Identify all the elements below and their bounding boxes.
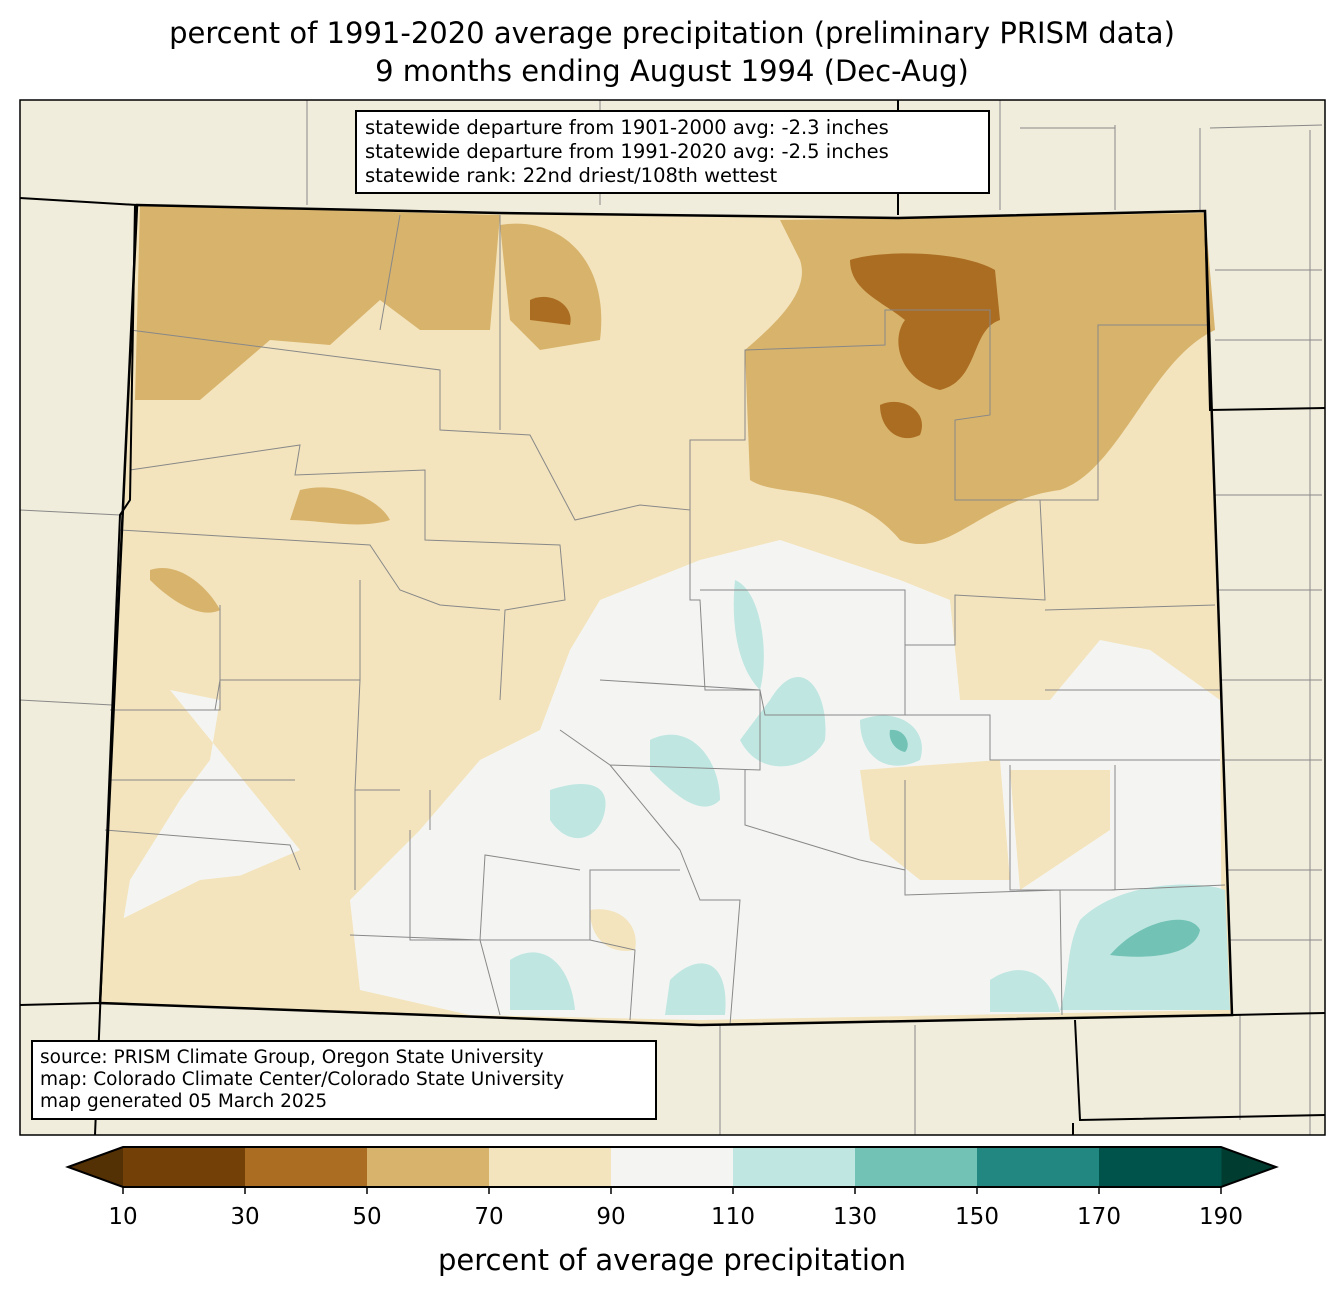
colorbar-segment <box>855 1147 978 1187</box>
colorbar-tick-label: 130 <box>833 1204 877 1230</box>
colorbar-segment <box>1099 1147 1222 1187</box>
region-110-130-spot2 <box>740 677 826 767</box>
credit-map: map: Colorado Climate Center/Colorado St… <box>40 1069 565 1090</box>
credit-source: source: PRISM Climate Group, Oregon Stat… <box>40 1047 544 1068</box>
colorbar-tick-label: 110 <box>711 1204 755 1230</box>
statewide-stats-box: statewide departure from 1901-2000 avg: … <box>355 110 990 194</box>
colorbar-tick-label: 190 <box>1199 1204 1243 1230</box>
region-110-130-spot4 <box>650 734 720 807</box>
credits-box: source: PRISM Climate Group, Oregon Stat… <box>31 1040 657 1120</box>
colorbar-segment <box>367 1147 490 1187</box>
region-110-130-spot5 <box>550 784 606 839</box>
region-50-70-spot2 <box>150 568 220 613</box>
colorbar <box>65 1146 1279 1194</box>
region-30-50-spot <box>880 401 922 439</box>
title-line-1: percent of 1991-2020 average precipitati… <box>169 16 1175 50</box>
region-110-130-spot7 <box>665 963 726 1015</box>
title-line-2: 9 months ending August 1994 (Dec-Aug) <box>375 54 969 88</box>
colorbar-segment <box>123 1147 246 1187</box>
stat-rank: statewide rank: 22nd driest/108th wettes… <box>365 164 778 187</box>
colorbar-tick-label: 170 <box>1077 1204 1121 1230</box>
county-lines <box>104 214 1226 1026</box>
colorbar-under-arrow <box>68 1147 123 1187</box>
region-30-50-north-park <box>530 296 571 325</box>
region-70-90-southwest <box>110 870 300 1000</box>
region-90-110-south <box>350 540 1222 1020</box>
region-110-130-spot8 <box>990 970 1060 1012</box>
region-110-130-spot1 <box>733 580 764 690</box>
colorbar-segment <box>977 1147 1100 1187</box>
region-70-90-southeast2 <box>1010 770 1110 890</box>
map-frame <box>19 99 1326 1136</box>
precip-regions <box>110 205 1230 1020</box>
region-130-150-southeast <box>1110 919 1200 957</box>
colorbar-tick-label: 150 <box>955 1204 999 1230</box>
region-30-50-northeast <box>850 253 1000 390</box>
colorbar-over-arrow <box>1221 1147 1276 1187</box>
state-borders <box>19 100 1326 1136</box>
colorbar-segment <box>489 1147 612 1187</box>
colorbar-segment <box>611 1147 734 1187</box>
colorbar-tick-label: 10 <box>108 1204 138 1230</box>
region-130-150-spot <box>889 729 908 752</box>
colorado-border <box>98 203 1234 1027</box>
region-70-90-southeast <box>860 760 1010 880</box>
region-50-70-north-park <box>500 223 602 350</box>
stat-departure-1901-2000: statewide departure from 1901-2000 avg: … <box>365 116 889 139</box>
region-110-130-spot3 <box>860 715 922 766</box>
colorbar-tick-label: 50 <box>352 1204 382 1230</box>
region-50-70-northwest <box>135 205 500 400</box>
colorbar-tick-label: 90 <box>596 1204 626 1230</box>
region-70-90-spot <box>590 909 636 951</box>
region-50-70-spot <box>290 487 390 525</box>
credit-generated: map generated 05 March 2025 <box>40 1091 328 1112</box>
colorbar-segment <box>245 1147 368 1187</box>
region-110-130-spot6 <box>510 952 575 1010</box>
colorbar-label: percent of average precipitation <box>437 1243 907 1277</box>
colorbar-segment <box>733 1147 856 1187</box>
colorbar-tick-label: 70 <box>474 1204 504 1230</box>
colorbar-tick-label: 30 <box>230 1204 260 1230</box>
stat-departure-1991-2020: statewide departure from 1991-2020 avg: … <box>365 140 889 163</box>
